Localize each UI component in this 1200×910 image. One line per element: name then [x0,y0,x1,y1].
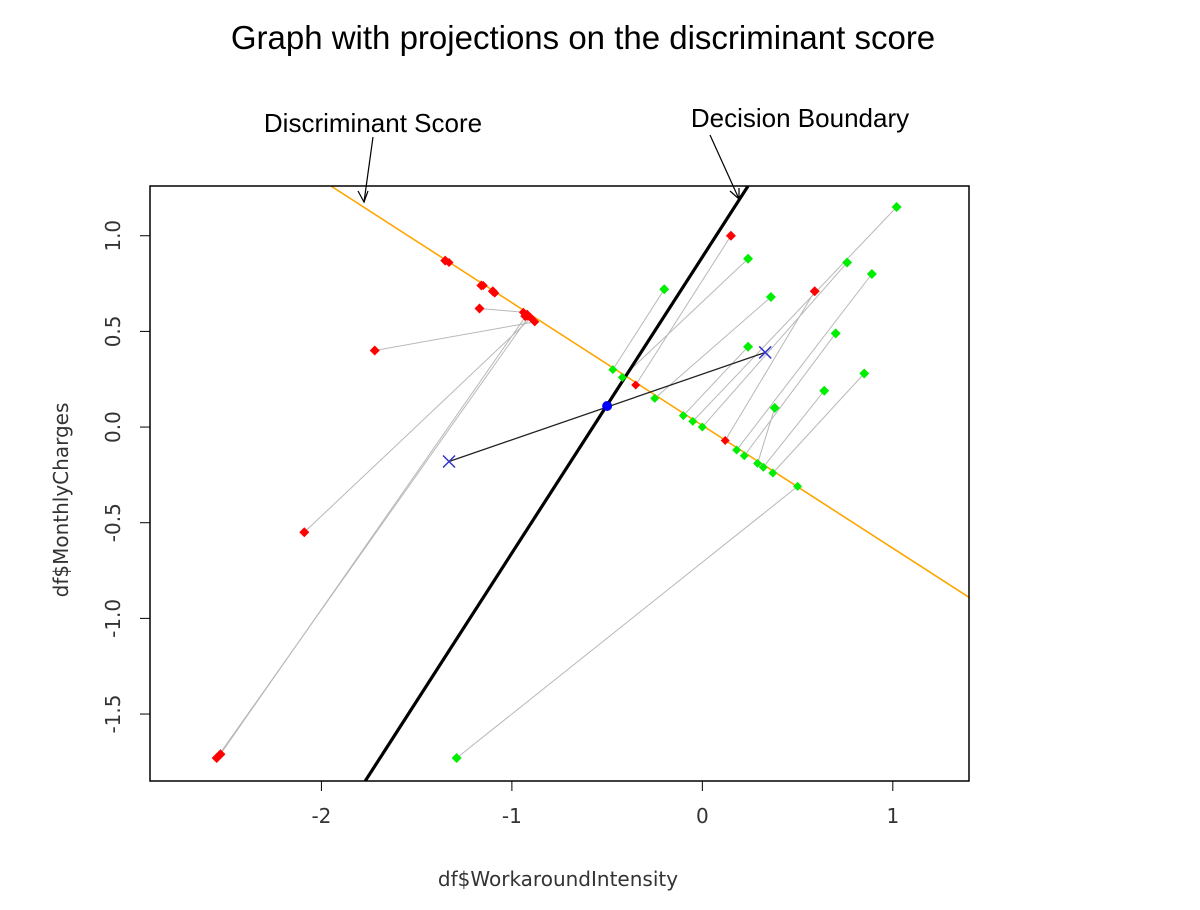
projection-line-series0-6 [303,317,532,533]
data-point-series0-10 [809,286,820,297]
group-mean-stroke-b-0 [442,454,456,469]
data-point-series1-2 [765,291,776,302]
projected-point-series0-0 [444,258,454,268]
projection-line-series1-1 [622,258,749,378]
projected-point-series0-8 [522,309,532,319]
projected-point-series1-7 [739,451,749,461]
projection-line-series1-2 [654,296,772,399]
data-point-series1-1 [743,253,754,264]
projected-point-series1-1 [617,372,627,382]
projected-point-series1-10 [768,468,778,478]
projected-point-series1-6 [732,445,742,455]
projection-line-series1-10 [772,373,865,474]
data-point-series1-9 [819,385,830,396]
data-point-series1-3 [743,341,754,352]
group-mean-marker-0 [442,454,456,469]
projected-point-series1-3 [678,411,688,421]
projection-line-series1-7 [743,333,837,457]
projection-line-series1-5 [701,262,848,428]
x-axis: -2 -1 0 1 [311,781,899,828]
projected-point-series1-11 [793,481,803,491]
y-tick-label-3: 0.0 [101,411,125,443]
annotation-arrow-decision-boundary [709,134,740,200]
projection-line-series1-8 [757,407,776,464]
y-tick-label-5: 1.0 [101,220,125,252]
chart-title: Graph with projections on the discrimina… [231,19,935,56]
data-point-series1-4 [891,202,902,213]
projected-point-series1-2 [650,393,660,403]
x-axis-label: df$WorkaroundIntensity [438,867,678,891]
projected-point-series0-9 [631,380,641,390]
group-mean-marker-1 [758,345,772,359]
group-mean-stroke-b-1 [758,345,772,359]
projection-line-series1-4 [692,206,897,422]
data-point-series0-9 [725,230,736,241]
data-point-series1-6 [866,269,877,280]
data-point-series1-11 [451,753,462,764]
annotation-discriminant-score: Discriminant Score [264,108,482,138]
data-point-series1-10 [859,368,870,379]
y-axis: -1.5 -1.0 -0.5 0.0 0.5 1.0 [101,220,150,734]
projected-point-series1-4 [688,416,698,426]
x-tick-label-2: 0 [696,804,709,828]
projection-line-series0-5 [374,321,535,352]
projection-line-series1-6 [736,273,873,451]
x-tick-label-0: -2 [311,804,331,828]
projected-point-series0-2 [490,288,500,298]
projected-point-series0-10 [720,435,730,445]
data-point-series1-8 [769,402,780,413]
data-point-series1-7 [830,328,841,339]
annotation-decision-boundary: Decision Boundary [691,103,909,133]
projected-point-series1-5 [697,422,707,432]
x-tick-label-3: 1 [886,804,899,828]
x-tick-label-1: -1 [502,804,522,828]
annotation-arrow-discriminant-score [363,136,374,203]
projected-point-series1-8 [753,458,763,468]
y-tick-label-0: -1.5 [101,695,125,734]
plot-frame [149,185,970,782]
projected-point-series1-0 [608,365,618,375]
data-point-series0-8 [215,749,226,760]
data-point-series0-6 [299,527,310,538]
projected-point-series1-9 [758,462,768,472]
y-tick-label-2: -0.5 [101,503,125,542]
y-axis-label: df$MonthlyCharges [49,403,73,598]
projection-line-series0-9 [635,235,732,386]
y-tick-label-4: 0.5 [101,315,125,347]
y-tick-label-1: -1.0 [101,599,125,638]
projection-line-series0-3 [479,307,524,313]
projection-line-series0-8 [220,313,528,755]
projection-line-series1-3 [682,346,749,416]
data-point-series1-0 [659,284,670,295]
plot-content [211,186,969,781]
annotation-arrowhead-discriminant-score [357,190,369,204]
projected-point-series0-1 [478,280,488,290]
data-point-series0-5 [369,345,380,356]
projection-line-series1-9 [762,390,825,468]
data-point-series0-3 [474,303,485,314]
decision-boundary-line [363,186,750,781]
projection-line-series1-0 [612,289,665,370]
projection-line-series1-11 [456,485,798,759]
data-point-series1-5 [842,257,853,268]
projected-mean-point [602,401,613,412]
